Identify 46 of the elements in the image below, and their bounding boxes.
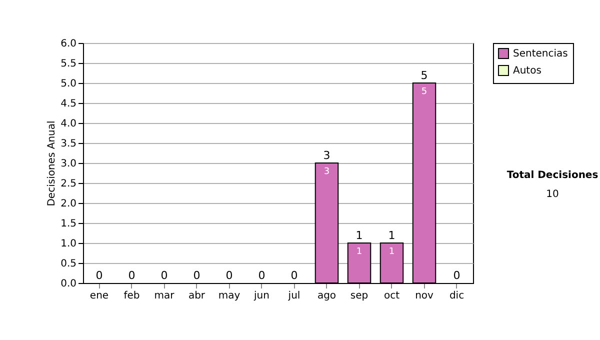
data-label: 3	[324, 167, 330, 177]
y-axis-title: Decisiones Anual	[46, 120, 58, 206]
data-label: 5	[421, 87, 428, 97]
x-tick-label: abr	[188, 290, 206, 302]
y-tick-label: 3.5	[60, 138, 76, 150]
text: Total Decisiones	[506, 170, 600, 181]
y-tick-label: 4.5	[60, 98, 76, 110]
x-tick-label: ago	[317, 290, 336, 302]
y-tick-label: 2.5	[60, 178, 76, 190]
x-tick-label: feb	[124, 290, 140, 302]
total-label: 1	[388, 229, 396, 242]
data-label: 1	[356, 247, 362, 257]
y-tick-label: 5.0	[60, 78, 76, 90]
x-tick-label: nov	[415, 290, 434, 302]
total-label: 0	[193, 269, 200, 282]
y-tick-label: 2.0	[60, 198, 76, 210]
y-tick-label: 3.0	[60, 158, 76, 170]
y-tick-label: 1.5	[60, 218, 76, 230]
legend-label: Sentencias	[513, 48, 568, 60]
data-label: 1	[388, 247, 395, 257]
total-label: 0	[226, 269, 233, 282]
total-label: 1	[356, 229, 363, 242]
text: 10	[545, 189, 560, 200]
x-tick-label: jun	[253, 290, 270, 302]
legend-label: Autos	[513, 66, 542, 76]
total-label: 5	[420, 69, 428, 82]
x-tick-label: mar	[154, 290, 176, 302]
y-tick-label: 4.0	[60, 118, 76, 130]
x-tick-label: oct	[384, 290, 400, 302]
total-label: 3	[323, 149, 330, 162]
total-label: 0	[160, 269, 168, 282]
total-label: 0	[96, 269, 103, 282]
x-tick-label: dic	[449, 290, 464, 302]
y-tick-label: 6.0	[60, 38, 76, 50]
x-tick-label: ene	[90, 290, 109, 302]
total-label: 0	[128, 269, 136, 282]
total-label: 0	[258, 269, 266, 282]
y-tick-label: 0.5	[60, 258, 76, 270]
x-tick-label: jul	[287, 290, 300, 302]
y-tick-label: 5.5	[60, 58, 76, 70]
y-tick-label: 0.0	[60, 278, 76, 290]
x-tick-label: sep	[350, 290, 368, 302]
x-tick-label: may	[218, 290, 240, 302]
y-tick-label: 1.0	[60, 238, 76, 250]
total-label: 0	[453, 269, 460, 282]
total-label: 0	[290, 269, 298, 282]
